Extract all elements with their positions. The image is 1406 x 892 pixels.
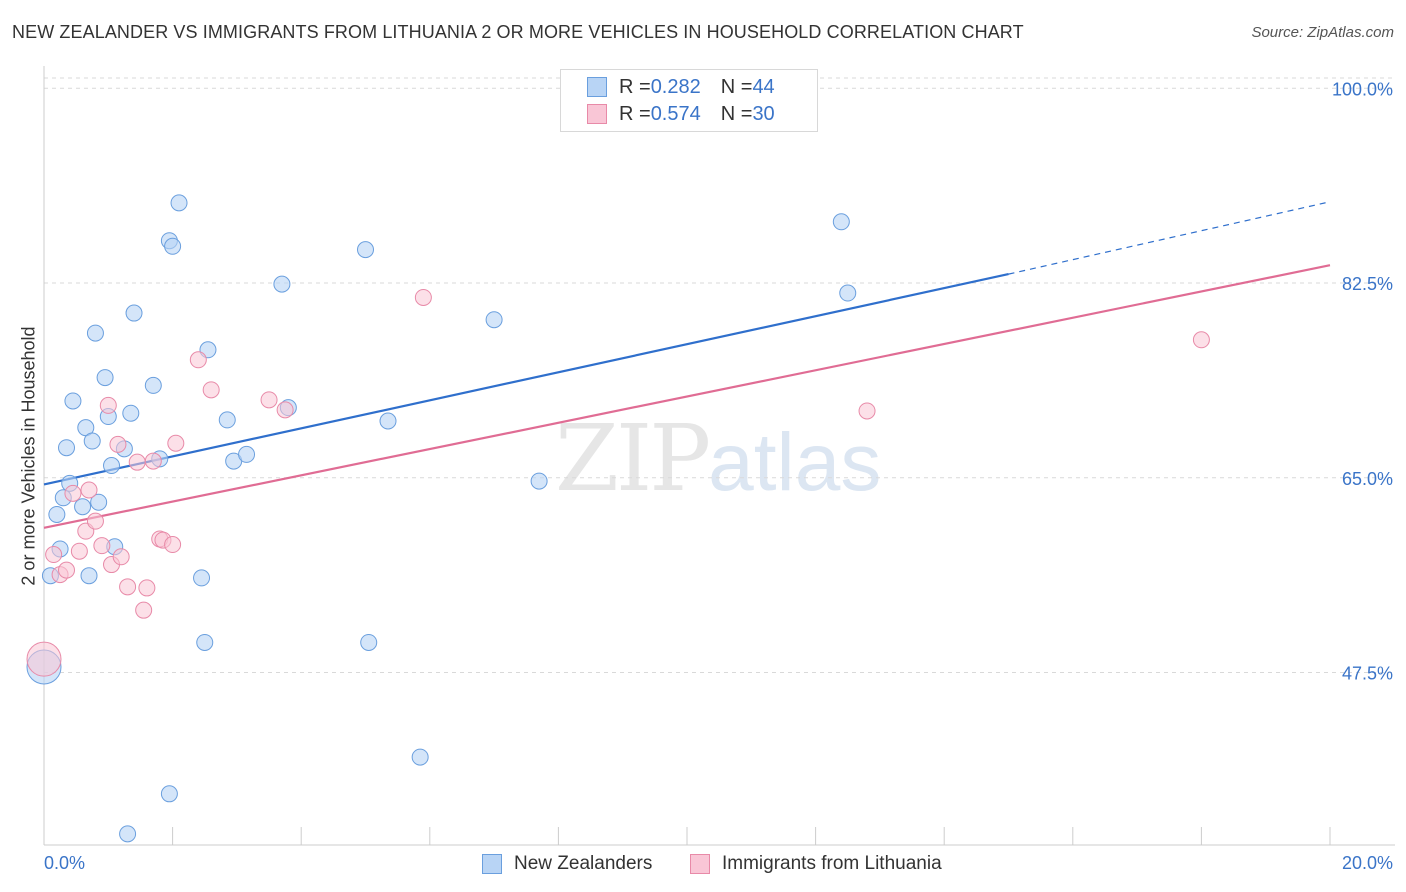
point-lithuania xyxy=(128,453,146,471)
bottom-legend-label-new-zealanders: New Zealanders xyxy=(514,853,653,874)
point-new-zealanders xyxy=(48,505,66,523)
point-lithuania xyxy=(1192,331,1210,349)
point-new-zealanders xyxy=(74,498,92,516)
point-new-zealanders xyxy=(86,324,104,342)
point-lithuania xyxy=(80,481,98,499)
point-lithuania xyxy=(144,452,162,470)
point-lithuania xyxy=(135,601,153,619)
legend-n-value-new-zealanders: 44 xyxy=(752,75,775,98)
point-new-zealanders xyxy=(144,376,162,394)
correlation-legend: R = 0.282 N = 44 R = 0.574 N = 30 xyxy=(560,69,818,132)
point-lithuania xyxy=(138,579,156,597)
watermark: ZIPatlas xyxy=(555,405,881,512)
bottom-legend-new-zealanders: New Zealanders xyxy=(482,852,652,876)
point-new-zealanders xyxy=(379,412,397,430)
point-new-zealanders xyxy=(530,472,548,490)
point-lithuania xyxy=(70,542,88,560)
watermark-atlas: atlas xyxy=(708,417,882,508)
legend-n-label: N = xyxy=(720,75,753,98)
y-tick-label: 47.5% xyxy=(1342,664,1393,684)
point-new-zealanders xyxy=(90,493,108,511)
legend-row-lithuania: R = 0.574 N = 30 xyxy=(587,103,775,125)
legend-n-value-lithuania: 30 xyxy=(752,102,775,125)
point-new-zealanders xyxy=(160,785,178,803)
point-new-zealanders xyxy=(58,439,76,457)
point-lithuania xyxy=(202,381,220,399)
point-new-zealanders xyxy=(80,567,98,585)
point-new-zealanders xyxy=(103,457,121,475)
axis-layer xyxy=(43,66,1395,846)
point-new-zealanders xyxy=(411,748,429,766)
point-new-zealanders xyxy=(360,633,378,651)
point-lithuania xyxy=(58,561,76,579)
chart-title: NEW ZEALANDER VS IMMIGRANTS FROM LITHUAN… xyxy=(12,22,1024,42)
legend-r-label: R = xyxy=(619,75,651,98)
point-lithuania xyxy=(414,288,432,306)
point-lithuania xyxy=(99,396,117,414)
point-new-zealanders xyxy=(170,194,188,212)
point-new-zealanders xyxy=(83,432,101,450)
point-lithuania xyxy=(109,435,127,453)
point-lithuania xyxy=(260,391,278,409)
bottom-legend-label-lithuania: Immigrants from Lithuania xyxy=(722,853,942,874)
point-new-zealanders xyxy=(96,369,114,387)
x-tick-label-max: 20.0% xyxy=(1342,853,1393,873)
point-new-zealanders xyxy=(357,241,374,259)
legend-row-new-zealanders: R = 0.282 N = 44 xyxy=(587,76,775,98)
bottom-legend-lithuania: Immigrants from Lithuania xyxy=(690,852,942,876)
point-new-zealanders xyxy=(64,392,82,410)
point-lithuania xyxy=(276,401,294,419)
point-lithuania xyxy=(119,578,137,596)
legend-r-value-lithuania: 0.574 xyxy=(650,102,701,125)
point-layer xyxy=(26,194,1210,843)
x-tick-label-min: 0.0% xyxy=(44,853,85,873)
legend-r-value-new-zealanders: 0.282 xyxy=(650,75,701,98)
point-new-zealanders xyxy=(196,633,214,651)
point-new-zealanders xyxy=(839,284,857,302)
point-new-zealanders xyxy=(832,213,850,231)
watermark-zip: ZIP xyxy=(555,405,711,512)
point-lithuania xyxy=(189,351,207,369)
point-lithuania xyxy=(26,641,62,677)
point-new-zealanders xyxy=(119,825,137,843)
tick-label-layer: 47.5% 65.0% 82.5% 100.0% 0.0% 20.0% xyxy=(44,79,1393,873)
trend-line-new-zealanders xyxy=(43,273,1009,486)
point-lithuania xyxy=(86,512,104,530)
point-new-zealanders xyxy=(125,304,143,322)
point-new-zealanders xyxy=(122,404,140,422)
point-lithuania xyxy=(112,548,130,566)
y-tick-label: 65.0% xyxy=(1342,469,1393,489)
legend-n-label: N = xyxy=(720,102,753,125)
legend-r-label: R = xyxy=(619,102,651,125)
y-axis-label: 2 or more Vehicles in Household xyxy=(18,326,39,586)
y-tick-label: 100.0% xyxy=(1332,79,1393,99)
trend-line-new-zealanders-extension xyxy=(1008,201,1331,275)
point-new-zealanders xyxy=(164,237,182,255)
point-lithuania xyxy=(167,434,185,452)
bottom-legend-swatch-new-zealanders xyxy=(482,854,502,874)
trend-line-lithuania xyxy=(43,264,1331,529)
point-new-zealanders xyxy=(238,445,256,463)
trend-layer xyxy=(43,201,1331,529)
source-label: Source: ZipAtlas.com xyxy=(1251,24,1394,41)
point-new-zealanders xyxy=(218,411,236,429)
point-lithuania xyxy=(45,546,63,564)
point-new-zealanders xyxy=(273,275,291,293)
point-lithuania xyxy=(164,536,182,554)
point-lithuania xyxy=(93,537,111,555)
point-new-zealanders xyxy=(193,569,211,587)
legend-swatch-lithuania xyxy=(587,104,607,124)
y-tick-label: 82.5% xyxy=(1342,274,1393,294)
point-new-zealanders xyxy=(485,311,503,329)
bottom-legend-swatch-lithuania xyxy=(690,854,710,874)
point-lithuania xyxy=(858,402,876,420)
legend-swatch-new-zealanders xyxy=(587,77,607,97)
point-lithuania xyxy=(64,484,82,502)
grid-layer xyxy=(44,77,1395,674)
